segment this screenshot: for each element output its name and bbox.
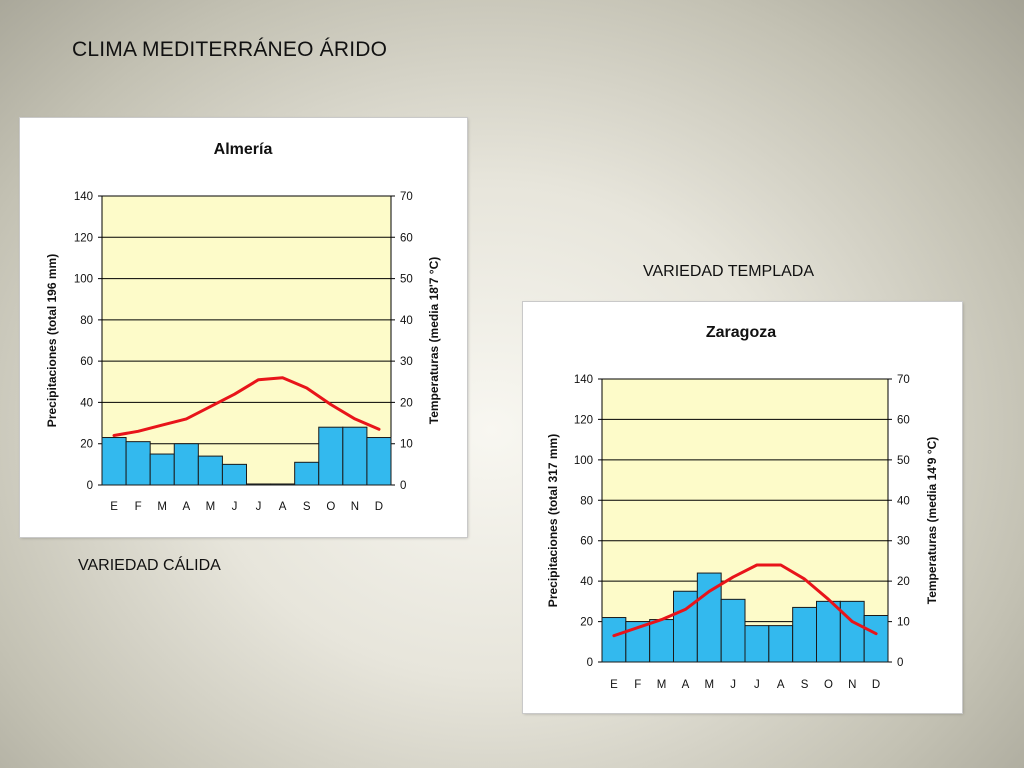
left-axis-tick-label: 120 [574,414,593,426]
precipitation-bar [294,461,320,486]
precipitation-bar [720,598,746,663]
slide-title: CLIMA MEDITERRÁNEO ÁRIDO [72,38,388,61]
caption-variedad-templada: VARIEDAD TEMPLADA [643,263,815,280]
month-label: E [610,679,618,691]
chart-title: Almería [214,141,273,158]
left-axis-tick-label: 60 [80,356,93,368]
month-label: D [375,501,383,513]
precipitation-bar [149,453,175,486]
precipitation-bar [649,619,674,663]
precipitation-bar [366,437,392,486]
climograph-zaragoza: Zaragoza 0 20 40 60 80 100 120 140 0 10 20 30 40 50 60 7… [546,324,939,691]
precipitation-bar [197,455,223,486]
left-axis-tick-label: 80 [80,315,93,327]
precipitation-bar [839,600,865,663]
right-axis-tick-label: 10 [897,617,910,629]
caption-variedad-calida: VARIEDAD CÁLIDA [78,557,221,574]
left-axis-tick-label: 140 [74,191,93,203]
precipitation-bar [744,625,770,663]
chart-zaragoza-frame: Zaragoza 0 20 40 60 80 100 120 140 0 10 20 30 40 50 60 7… [523,302,962,713]
month-label: A [682,679,690,691]
left-axis-tick-label: 20 [580,617,593,629]
left-axis-tick-label: 140 [574,374,593,386]
precipitation-bar [101,437,127,486]
month-label: J [754,679,760,691]
precipitation-bar [792,606,817,663]
right-axis-tick-label: 70 [897,374,910,386]
right-axis-tick-label: 30 [897,536,910,548]
left-axis-tick-label: 120 [74,232,93,244]
right-axis-tick-label: 0 [897,657,903,669]
left-axis-tick-label: 60 [580,536,593,548]
precipitation-bar [246,483,272,486]
precipitation-bar [125,441,151,486]
month-label: J [232,501,238,513]
month-label: M [206,501,216,513]
precipitation-bar [863,615,889,663]
precipitation-bar [816,600,841,663]
temperature-line [112,376,381,437]
chart-almeria-frame: Almería 0 20 40 60 80 100 120 140 0 10 20 30 40 50 60 70… [20,118,467,537]
right-axis-label: Temperaturas (media 14'9 °C) [925,437,939,605]
left-axis-tick-label: 40 [580,576,593,588]
month-label: N [848,679,856,691]
left-axis-tick-label: 100 [574,455,593,467]
left-axis-label: Precipitaciones (total 196 mm) [45,254,59,427]
month-label: S [303,501,311,513]
right-axis-tick-label: 0 [400,480,406,492]
right-axis-tick-label: 40 [400,315,413,327]
right-axis-tick-label: 20 [400,397,413,409]
chart-title: Zaragoza [706,324,776,341]
right-axis-tick-label: 40 [897,495,910,507]
left-axis-tick-label: 80 [580,495,593,507]
precipitation-bar [221,463,248,486]
right-axis-tick-label: 50 [400,274,413,286]
month-label: M [657,679,667,691]
month-label: F [634,679,641,691]
temperature-line [612,563,878,638]
climograph-almeria: Almería 0 20 40 60 80 100 120 140 0 10 20 30 40 50 60 70… [45,141,441,513]
month-label: D [872,679,880,691]
month-label: A [279,501,287,513]
month-label: A [777,679,785,691]
left-axis-tick-label: 0 [587,657,593,669]
left-axis-label: Precipitaciones (total 317 mm) [546,434,560,607]
month-label: M [704,679,714,691]
precipitation-bar [173,443,199,486]
right-axis-tick-label: 30 [400,356,413,368]
right-axis-tick-label: 50 [897,455,910,467]
left-axis-tick-label: 100 [74,274,93,286]
left-axis-tick-label: 40 [80,397,93,409]
precipitation-bar [768,625,794,663]
month-label: O [326,501,335,513]
precipitation-bar [601,617,627,663]
month-label: O [824,679,833,691]
precipitation-bar [270,483,296,486]
left-axis-tick-label: 20 [80,439,93,451]
right-axis-tick-label: 60 [897,414,910,426]
precipitation-bar [342,426,368,486]
right-axis-tick-label: 10 [400,439,413,451]
right-axis-label: Temperaturas (media 18'7 °C) [427,257,441,425]
month-label: M [157,501,167,513]
left-axis-tick-label: 0 [87,480,93,492]
month-label: J [730,679,736,691]
month-label: F [135,501,142,513]
right-axis-tick-label: 60 [400,232,413,244]
right-axis-tick-label: 70 [400,191,413,203]
month-label: N [351,501,359,513]
month-label: A [182,501,190,513]
month-label: E [110,501,118,513]
month-label: S [801,679,809,691]
precipitation-bar [318,426,344,486]
right-axis-tick-label: 20 [897,576,910,588]
month-label: J [256,501,262,513]
